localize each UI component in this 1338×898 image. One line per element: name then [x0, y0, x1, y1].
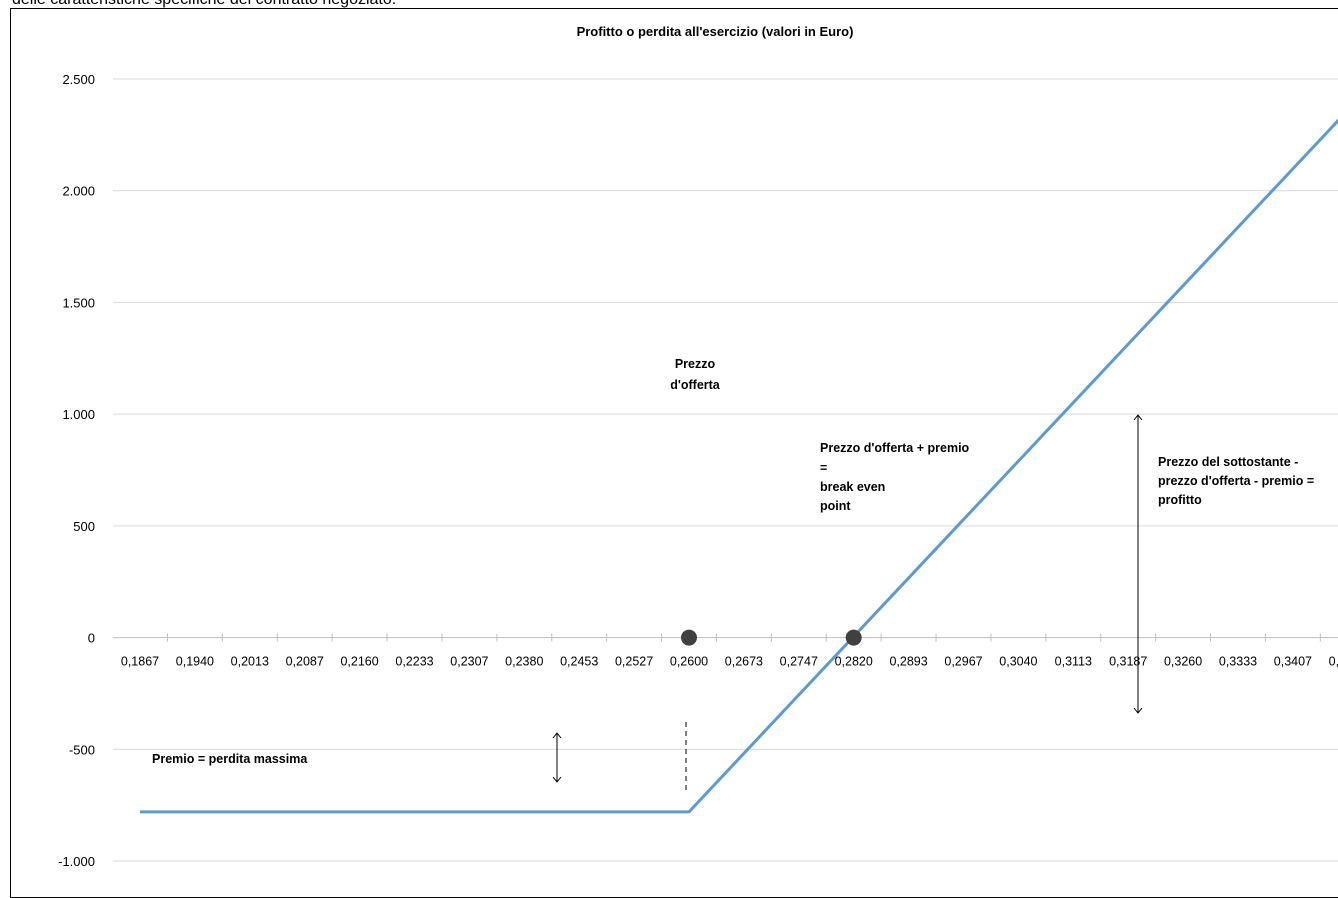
x-tick-label: 0,2893	[889, 655, 927, 669]
x-tick-label: 0,3333	[1219, 655, 1257, 669]
y-tick-label: 1.000	[62, 407, 95, 422]
x-tick-label: 0,2087	[286, 655, 324, 669]
x-tick-label: 0,2967	[944, 655, 982, 669]
x-tick-label: 0,3260	[1164, 655, 1202, 669]
breakeven-annotation-line-2: =	[820, 461, 827, 475]
x-tick-label: 0,3113	[1055, 655, 1092, 669]
x-tick-label: 0,2747	[780, 655, 818, 669]
x-tick-label: 0,2527	[615, 655, 653, 669]
y-tick-label: 500	[73, 519, 95, 534]
premium-annotation: Premio = perdita massima	[152, 752, 308, 766]
x-tick-label: 0,2600	[670, 655, 708, 669]
x-tick-label: 0,3040	[999, 655, 1037, 669]
y-tick-label: 1.500	[62, 295, 95, 310]
breakeven-annotation-line-3: break even	[820, 480, 885, 494]
x-tick-label: 0,2820	[835, 655, 873, 669]
breakeven-annotation-line-4: point	[820, 499, 851, 513]
profit-annotation-line-2: prezzo d'offerta - premio =	[1158, 474, 1314, 488]
x-tick-label: 0,2453	[560, 655, 598, 669]
x-tick-label: 0,3480	[1329, 655, 1338, 669]
document-text-line: delle caratteristiche specifiche del con…	[12, 0, 396, 9]
x-tick-label: 0,3187	[1109, 655, 1147, 669]
chart-title: Profitto o perdita all'esercizio (valori…	[577, 24, 854, 39]
x-tick-label: 0,2013	[231, 655, 269, 669]
strike-annotation-line-1: Prezzo	[675, 357, 716, 371]
breakeven-point	[845, 629, 862, 646]
y-tick-label: -1.000	[58, 854, 95, 869]
y-tick-label: 2.000	[62, 184, 95, 199]
strike-point	[681, 629, 697, 646]
profit-annotation-line-3: profitto	[1158, 493, 1202, 507]
x-tick-label: 0,2673	[725, 655, 763, 669]
x-tick-label: 0,2380	[505, 655, 543, 669]
x-tick-label: 0,2160	[340, 655, 378, 669]
y-tick-label: -500	[69, 742, 95, 757]
x-tick-label: 0,1940	[176, 655, 214, 669]
y-tick-label: 2.500	[62, 72, 95, 87]
x-tick-label: 0,1867	[121, 655, 159, 669]
strike-annotation-line-2: d'offerta	[670, 378, 721, 392]
x-tick-label: 0,2307	[450, 655, 488, 669]
payoff-line	[140, 118, 1338, 814]
x-tick-label: 0,3407	[1274, 655, 1312, 669]
y-tick-label: 0	[88, 631, 95, 646]
breakeven-annotation-line-1: Prezzo d'offerta + premio	[820, 441, 970, 455]
x-tick-label: 0,2233	[395, 655, 433, 669]
profit-annotation-line-1: Prezzo del sottostante -	[1158, 455, 1298, 469]
